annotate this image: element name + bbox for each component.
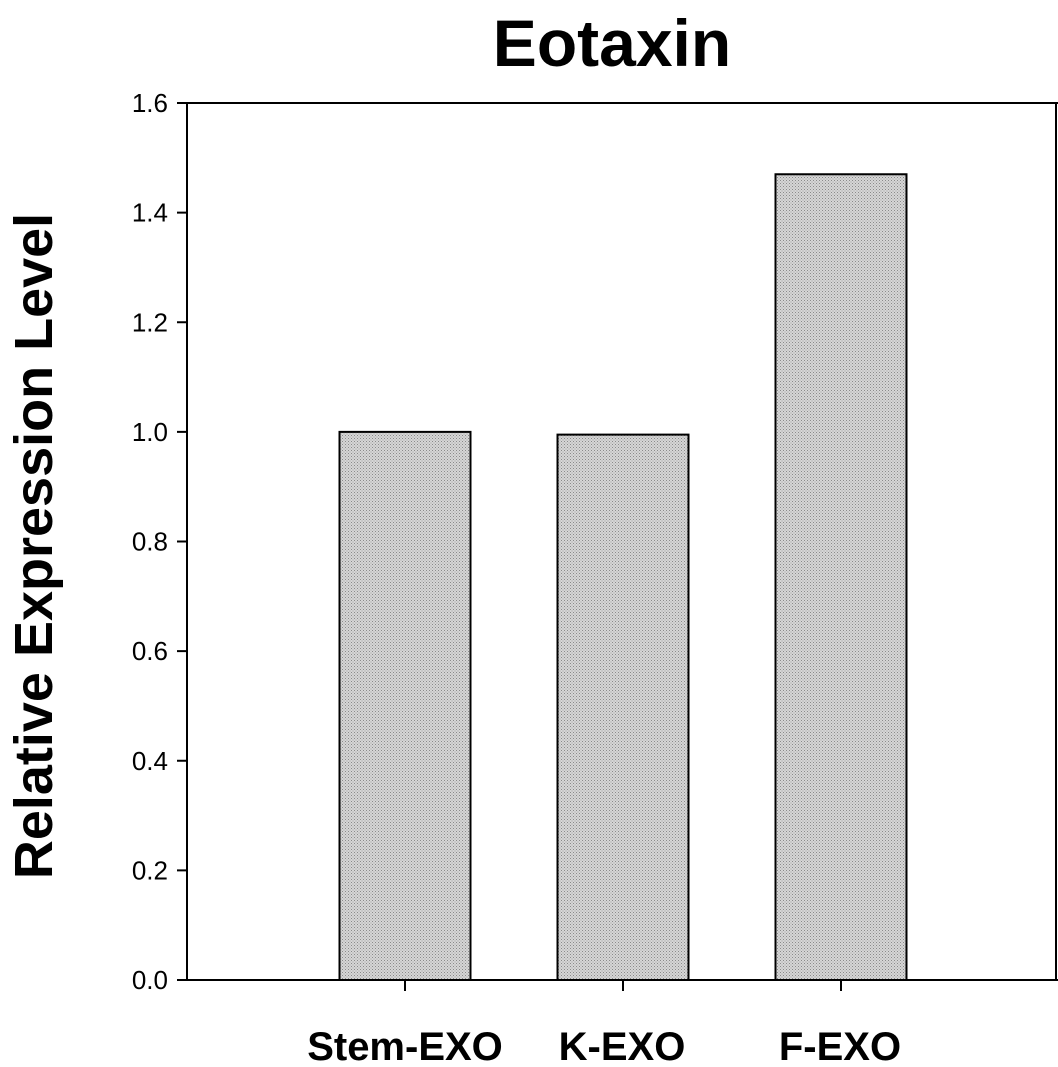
chart-title: Eotaxin bbox=[493, 6, 731, 80]
y-tick-label: 1.6 bbox=[132, 88, 168, 118]
bar bbox=[558, 435, 689, 980]
bars bbox=[340, 174, 907, 980]
y-tick-label: 1.4 bbox=[132, 198, 168, 228]
y-tick-label: 0.2 bbox=[132, 855, 168, 885]
x-tick-label: F-EXO bbox=[779, 1025, 901, 1067]
y-tick-label: 1.0 bbox=[132, 417, 168, 447]
x-axis-ticks: Stem-EXO K-EXO F-EXO bbox=[307, 980, 901, 1067]
y-tick-label: 0.4 bbox=[132, 746, 168, 776]
y-axis-ticks: 0.0 0.2 0.4 0.6 0.8 1.0 1.2 1.4 1.6 bbox=[132, 88, 187, 995]
bar bbox=[776, 174, 907, 980]
y-axis-label: Relative Expression Level bbox=[4, 213, 64, 879]
x-tick-label: Stem-EXO bbox=[307, 1025, 503, 1067]
y-tick-label: 0.6 bbox=[132, 636, 168, 666]
y-tick-label: 0.8 bbox=[132, 527, 168, 557]
bar bbox=[340, 432, 471, 980]
x-tick-label: K-EXO bbox=[559, 1025, 686, 1067]
y-tick-label: 1.2 bbox=[132, 307, 168, 337]
y-tick-label: 0.0 bbox=[132, 965, 168, 995]
